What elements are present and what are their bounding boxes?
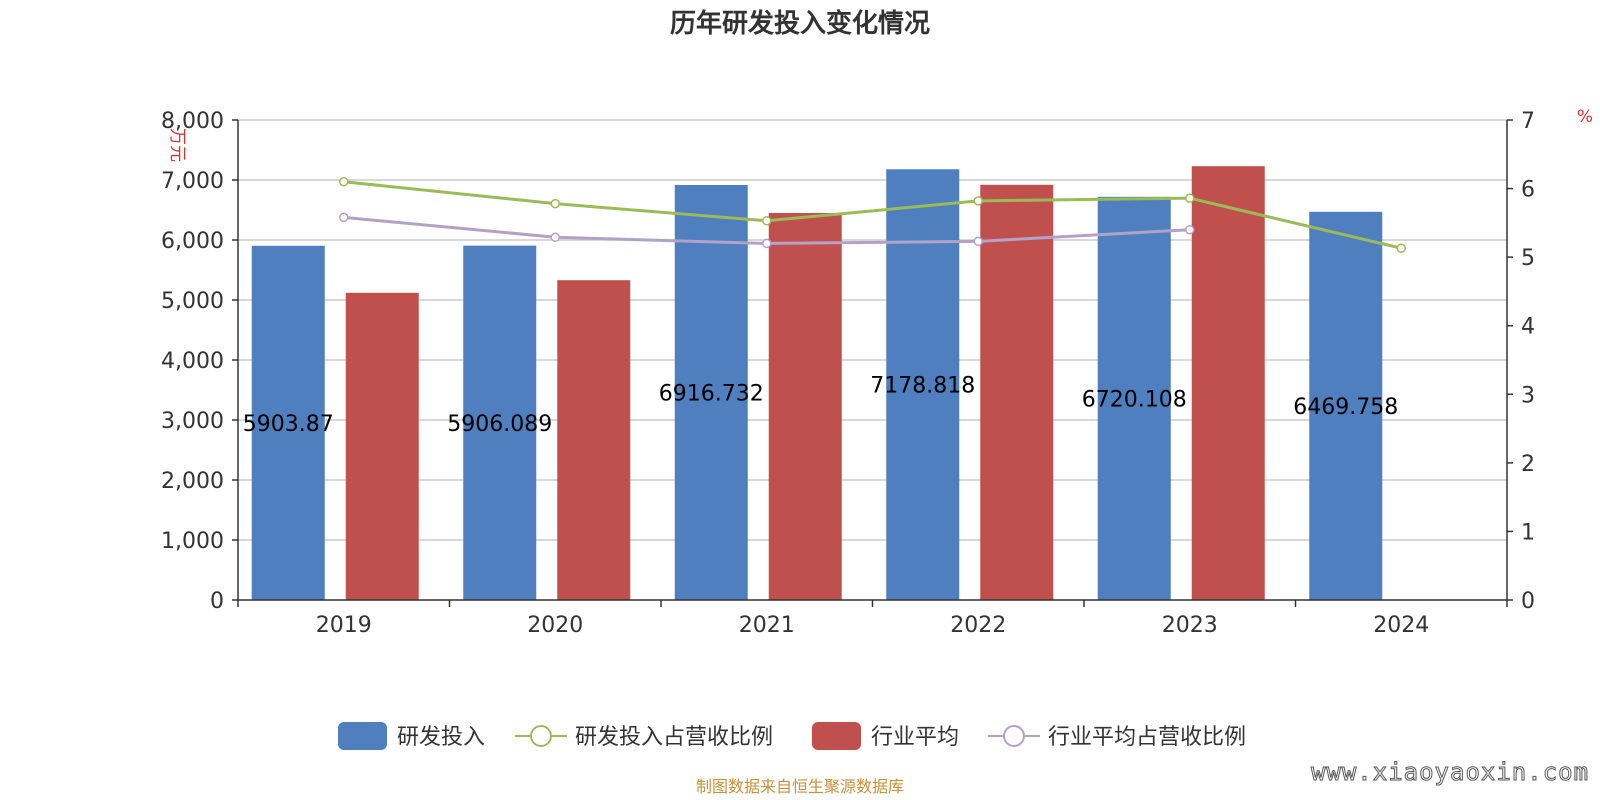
bar-industry-average <box>980 184 1054 601</box>
right-tick-label: 7 <box>1521 109 1535 134</box>
point-rd-ratio <box>1396 243 1406 253</box>
left-axis-unit: 万元 <box>167 128 187 162</box>
left-tick-label: 2,000 <box>161 469 224 494</box>
bar-industry-average <box>768 213 842 600</box>
left-tick-label: 0 <box>210 589 224 614</box>
left-tick-label: 7,000 <box>161 169 224 194</box>
legend-rd-ratio-swatch-marker <box>530 725 552 747</box>
point-rd-ratio <box>973 196 983 206</box>
legend-rd-investment-swatch <box>338 722 387 750</box>
data-label: 6469.758 <box>1293 395 1398 420</box>
point-rd-ratio <box>762 216 772 226</box>
point-industry-ratio <box>973 236 983 247</box>
right-tick-label: 3 <box>1521 383 1535 408</box>
line-rd-ratio <box>343 180 1402 250</box>
bars <box>251 166 1383 601</box>
x-tick-label: 2019 <box>316 613 372 638</box>
left-tick-label: 4,000 <box>161 349 224 374</box>
legend-industry-average-swatch <box>812 722 861 750</box>
left-tick-label: 6,000 <box>161 229 224 254</box>
x-tick-label: 2020 <box>527 613 583 638</box>
x-tick-label: 2023 <box>1162 613 1218 638</box>
left-tick-label: 8,000 <box>161 109 224 134</box>
point-rd-ratio <box>550 198 560 209</box>
point-rd-ratio <box>1185 193 1195 203</box>
bar-industry-average <box>557 280 631 600</box>
legend-rd-ratio-label: 研发投入占营收比例 <box>575 725 773 750</box>
lines <box>339 176 1406 253</box>
data-label: 6916.732 <box>659 381 764 406</box>
point-rd-ratio <box>339 176 349 187</box>
x-tick-label: 2021 <box>739 613 795 638</box>
right-axis-unit: % <box>1577 107 1593 127</box>
legend-industry-average-label: 行业平均 <box>871 725 959 750</box>
legend-rd-investment-label: 研发投入 <box>397 725 485 750</box>
legend-industry-ratio-label: 行业平均占营收比例 <box>1048 725 1246 750</box>
right-tick-label: 0 <box>1521 589 1535 614</box>
axes: 0 1,000 2,000 3,000 4,000 5,000 6,000 7,000 8,00… <box>161 109 1535 638</box>
right-tick-label: 1 <box>1521 520 1535 545</box>
data-label: 6720.108 <box>1082 387 1187 412</box>
bar-rd-investment <box>674 184 748 600</box>
left-tick-label: 5,000 <box>161 289 224 314</box>
bar-industry-average <box>345 292 419 600</box>
grid <box>238 119 1507 541</box>
watermark: www.xiaoyaoxin.com <box>1311 758 1589 786</box>
data-source-note: 制图数据来自恒生聚源数据库 <box>696 777 904 796</box>
data-label: 5906.089 <box>447 412 552 437</box>
data-labels: 5903.87 5906.089 6916.732 7178.818 6720.108 6… <box>243 374 1398 437</box>
right-tick-label: 5 <box>1521 246 1535 271</box>
legend-industry-ratio-swatch-marker <box>1003 725 1025 747</box>
bar-rd-investment <box>1097 196 1171 600</box>
point-industry-ratio <box>762 238 772 249</box>
right-tick-label: 4 <box>1521 315 1535 340</box>
x-tick-label: 2022 <box>950 613 1006 638</box>
left-tick-label: 3,000 <box>161 409 224 434</box>
right-tick-label: 2 <box>1521 452 1535 477</box>
point-industry-ratio <box>550 232 560 243</box>
data-label: 5903.87 <box>243 412 334 437</box>
bar-rd-investment <box>251 245 325 600</box>
bar-rd-investment <box>463 245 537 601</box>
point-industry-ratio <box>1185 224 1195 235</box>
bar-rd-investment <box>1309 211 1383 600</box>
data-label: 7178.818 <box>870 374 975 399</box>
chart-title: 历年研发投入变化情况 <box>670 8 930 39</box>
bar-industry-average <box>1191 166 1265 600</box>
right-tick-label: 6 <box>1521 178 1535 203</box>
left-tick-label: 1,000 <box>161 529 224 554</box>
point-industry-ratio <box>339 212 349 223</box>
legend: 研发投入 研发投入占营收比例 行业平均 行业平均占营收比例 <box>338 722 1246 750</box>
x-tick-label: 2024 <box>1373 613 1429 638</box>
